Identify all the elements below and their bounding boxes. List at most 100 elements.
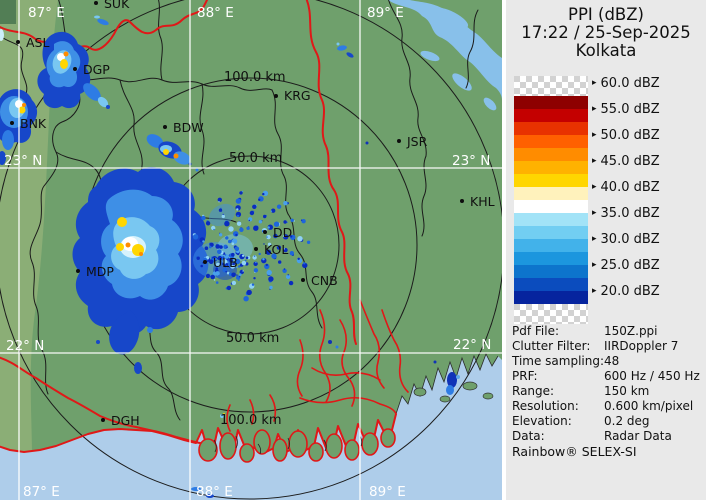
- legend-entry: ▸ 45.0 dBZ: [592, 153, 660, 169]
- delta-creeks: [213, 435, 363, 455]
- lat-label-left-22: 22° N: [6, 338, 44, 354]
- software-brand: Rainbow® SELEX-SI: [512, 444, 637, 459]
- station-label-khl: KHL: [470, 194, 495, 209]
- legend-entry: ▸ 60.0 dBZ: [592, 75, 660, 91]
- ring-label-100-top: 100.0 km: [224, 70, 286, 85]
- ring-labels: 100.0 km 50.0 km 50.0 km 100.0 km: [220, 70, 286, 428]
- storm-echo-bdw: [146, 134, 199, 172]
- station-label-dgh: DGH: [111, 413, 140, 428]
- meta-row: Elevation: 0.2 deg: [512, 414, 704, 429]
- timestamp: 17:22 / 25-Sep-2025: [521, 23, 691, 42]
- meta-value: 150 km: [604, 384, 650, 398]
- legend-entry: ▸ 40.0 dBZ: [592, 179, 660, 195]
- legend-entry-label: 55.0 dBZ: [600, 101, 660, 117]
- station-label-krg: KRG: [284, 88, 311, 103]
- station-label-bnk: BNK: [20, 116, 47, 131]
- meta-value: 600 Hz / 450 Hz: [604, 369, 700, 383]
- legend-arrow-icon: ▸: [592, 182, 597, 192]
- legend-band: [514, 135, 588, 148]
- legend-band: [514, 239, 588, 252]
- legend-band: [514, 96, 588, 109]
- station-label-kol: KOL: [264, 242, 288, 257]
- legend-band: [514, 161, 588, 174]
- legend-arrow-icon: ▸: [592, 156, 597, 166]
- meta-value: 0.2 deg: [604, 414, 650, 428]
- legend-arrow-icon: ▸: [592, 130, 597, 140]
- east-islets: [413, 381, 494, 403]
- meta-label: Resolution:: [512, 399, 579, 413]
- station-label-bdw: BDW: [173, 120, 204, 135]
- meta-row: Pdf File: 150Z.ppi: [512, 324, 704, 339]
- lat-label-right-23: 23° N: [452, 153, 490, 169]
- meta-row: PRF: 600 Hz / 450 Hz: [512, 369, 704, 384]
- lat-label-left-23: 23° N: [4, 153, 42, 169]
- lon-label-bottom-88: 88° E: [196, 484, 233, 500]
- colorbar: [514, 76, 588, 324]
- meta-row: Range: 150 km: [512, 384, 704, 399]
- legend-entry-label: 50.0 dBZ: [600, 127, 660, 143]
- graticule-labels: 87° E 88° E 89° E 87° E 88° E 89° E 23° …: [4, 5, 491, 500]
- legend-entry-label: 30.0 dBZ: [600, 231, 660, 247]
- legend-band: [514, 213, 588, 226]
- graticule-lines: [0, 0, 502, 500]
- meta-label: Clutter Filter:: [512, 339, 591, 353]
- meta-value: IIRDoppler 7: [604, 339, 679, 353]
- sea: [0, 354, 502, 500]
- storm-echo-northwest: [37, 15, 110, 109]
- legend-entry: ▸ 35.0 dBZ: [592, 205, 660, 221]
- legend-band: [514, 148, 588, 161]
- legend-band: [514, 252, 588, 265]
- meta-row: Time sampling: 48: [512, 354, 704, 369]
- radar-map: 87° E 88° E 89° E 87° E 88° E 89° E 23° …: [0, 0, 502, 500]
- legend-band: [514, 174, 588, 187]
- legend-band: [514, 187, 588, 200]
- meta-value: Radar Data: [604, 429, 672, 443]
- dbz-legend: ▸ 60.0 dBZ ▸ 55.0 dBZ ▸ 50.0 dBZ ▸ 45.0 dBZ ▸ 40.…: [506, 76, 706, 324]
- legend-entry: ▸ 55.0 dBZ: [592, 101, 660, 117]
- meta-label: Range:: [512, 384, 555, 398]
- legend-arrow-icon: ▸: [592, 104, 597, 114]
- clutter-echo: [192, 190, 311, 302]
- legend-entry-label: 60.0 dBZ: [600, 75, 660, 91]
- legend-band: [514, 291, 588, 304]
- meta-label: Time sampling:: [512, 354, 605, 368]
- legend-entry-label: 35.0 dBZ: [600, 205, 660, 221]
- storm-echo-main-west: [72, 167, 209, 374]
- metadata-block: Pdf File: 150Z.ppi Clutter Filter: IIRDopp…: [512, 324, 704, 444]
- meta-row: Resolution: 0.600 km/pixel: [512, 399, 704, 414]
- radar-map-svg: 87° E 88° E 89° E 87° E 88° E 89° E 23° …: [0, 0, 502, 500]
- legend-band: [514, 226, 588, 239]
- lon-label-bottom-87: 87° E: [23, 484, 60, 500]
- ring-label-50-top: 50.0 km: [229, 151, 282, 166]
- station-label-jsr: JSR: [406, 134, 428, 149]
- small-echoes: [191, 42, 460, 498]
- legend-arrow-icon: ▸: [592, 78, 597, 88]
- ring-label-100-bottom: 100.0 km: [220, 413, 282, 428]
- meta-row: Clutter Filter: IIRDoppler 7: [512, 339, 704, 354]
- meta-label: Data:: [512, 429, 545, 443]
- title-block: PPI (dBZ) 17:22 / 25-Sep-2025 Kolkata: [506, 6, 706, 60]
- lon-label-top-87: 87° E: [28, 5, 65, 21]
- station-label-dd: DD: [273, 225, 292, 240]
- border-bangladesh: [305, 0, 357, 345]
- legend-band: [514, 122, 588, 135]
- product-title: PPI (dBZ): [568, 5, 644, 24]
- radar-site: Kolkata: [575, 41, 637, 60]
- legend-entry: ▸ 20.0 dBZ: [592, 283, 660, 299]
- ring-label-50-bottom: 50.0 km: [226, 331, 279, 346]
- station-label-mdp: MDP: [86, 264, 114, 279]
- lon-label-top-88: 88° E: [197, 5, 234, 21]
- legend-arrow-icon: ▸: [592, 286, 597, 296]
- lon-label-bottom-89: 89° E: [369, 484, 406, 500]
- legend-band: [514, 109, 588, 122]
- meta-label: Pdf File:: [512, 324, 560, 338]
- station-label-dgp: DGP: [83, 62, 110, 77]
- lon-label-top-89: 89° E: [367, 5, 404, 21]
- legend-arrow-icon: ▸: [592, 234, 597, 244]
- delta-islands: [198, 428, 396, 463]
- legend-band: [514, 278, 588, 291]
- lat-label-right-22: 22° N: [453, 337, 491, 353]
- legend-arrow-icon: ▸: [592, 260, 597, 270]
- legend-entry: ▸ 50.0 dBZ: [592, 127, 660, 143]
